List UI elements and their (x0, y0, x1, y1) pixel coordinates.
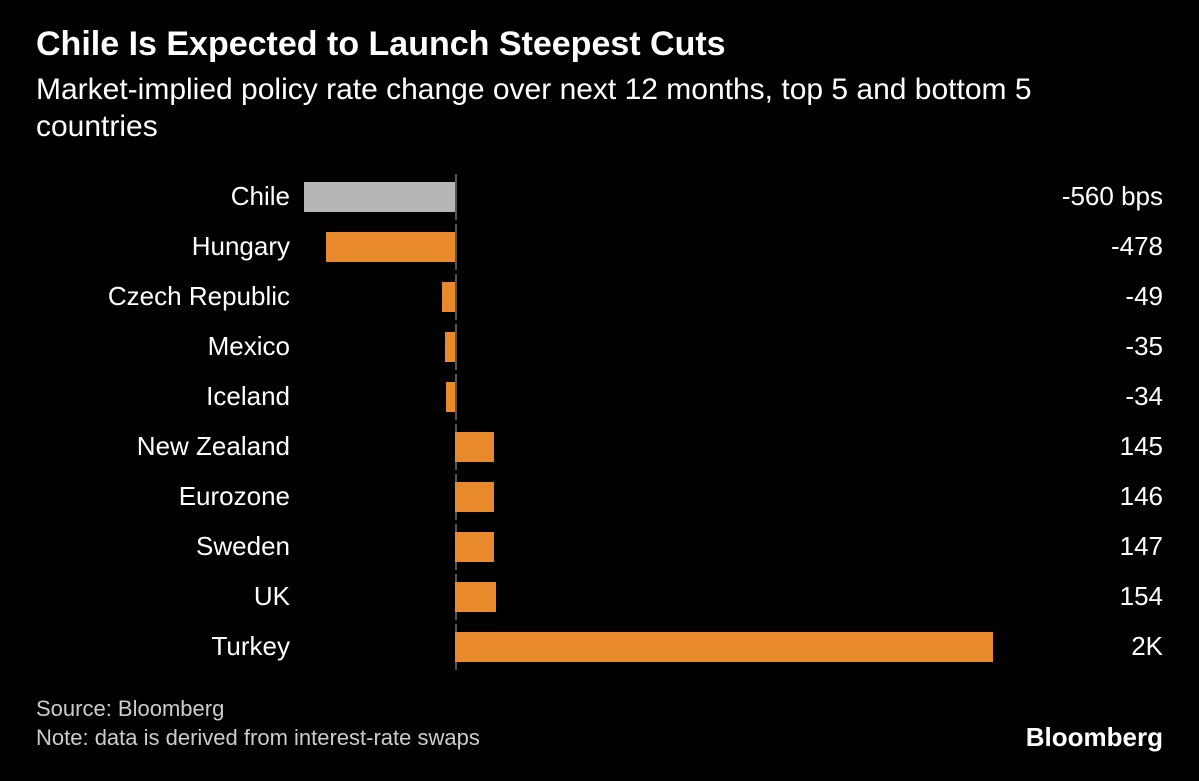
zero-axis (455, 224, 457, 270)
category-label: Sweden (36, 531, 304, 562)
bar (442, 282, 455, 312)
zero-axis (455, 374, 457, 420)
value-label: -49 (993, 281, 1163, 312)
value-label: 146 (993, 481, 1163, 512)
value-label: 154 (993, 581, 1163, 612)
bar (455, 482, 494, 512)
category-label: Czech Republic (36, 281, 304, 312)
bar (304, 182, 455, 212)
table-row: Iceland -34 (36, 374, 1163, 420)
bar-area (304, 324, 993, 370)
table-row: Hungary -478 (36, 224, 1163, 270)
bar-area (304, 474, 993, 520)
zero-axis (455, 174, 457, 220)
bar-chart: Chile -560 bps Hungary -478 Czech Republic -4… (36, 174, 1163, 670)
chart-subtitle: Market-implied policy rate change over n… (36, 71, 1086, 146)
bar-area (304, 274, 993, 320)
chart-title: Chile Is Expected to Launch Steepest Cut… (36, 24, 1163, 65)
category-label: Chile (36, 181, 304, 212)
bar (446, 382, 455, 412)
category-label: Iceland (36, 381, 304, 412)
table-row: Mexico -35 (36, 324, 1163, 370)
source-line: Source: Bloomberg (36, 694, 1163, 724)
bar-area (304, 224, 993, 270)
bar (455, 532, 495, 562)
bar-area (304, 174, 993, 220)
table-row: Eurozone 146 (36, 474, 1163, 520)
note-line: Note: data is derived from interest-rate… (36, 723, 1163, 753)
table-row: Czech Republic -49 (36, 274, 1163, 320)
table-row: Sweden 147 (36, 524, 1163, 570)
value-label: -35 (993, 331, 1163, 362)
bar-area (304, 574, 993, 620)
zero-axis (455, 274, 457, 320)
bar-area (304, 424, 993, 470)
category-label: Eurozone (36, 481, 304, 512)
value-label: -478 (993, 231, 1163, 262)
bar (455, 632, 993, 662)
table-row: UK 154 (36, 574, 1163, 620)
table-row: New Zealand 145 (36, 424, 1163, 470)
table-row: Chile -560 bps (36, 174, 1163, 220)
category-label: Hungary (36, 231, 304, 262)
zero-axis (455, 324, 457, 370)
value-label: -560 bps (993, 181, 1163, 212)
category-label: Turkey (36, 631, 304, 662)
bar (445, 332, 454, 362)
bar (326, 232, 455, 262)
chart-footer: Source: Bloomberg Note: data is derived … (36, 694, 1163, 753)
category-label: New Zealand (36, 431, 304, 462)
brand-label: Bloomberg (1026, 722, 1163, 753)
table-row: Turkey 2K (36, 624, 1163, 670)
value-label: -34 (993, 381, 1163, 412)
bar-area (304, 374, 993, 420)
category-label: Mexico (36, 331, 304, 362)
category-label: UK (36, 581, 304, 612)
value-label: 2K (993, 631, 1163, 662)
bar (455, 582, 496, 612)
bar-area (304, 624, 993, 670)
chart-container: Chile Is Expected to Launch Steepest Cut… (0, 0, 1199, 781)
bar (455, 432, 494, 462)
value-label: 147 (993, 531, 1163, 562)
value-label: 145 (993, 431, 1163, 462)
bar-area (304, 524, 993, 570)
